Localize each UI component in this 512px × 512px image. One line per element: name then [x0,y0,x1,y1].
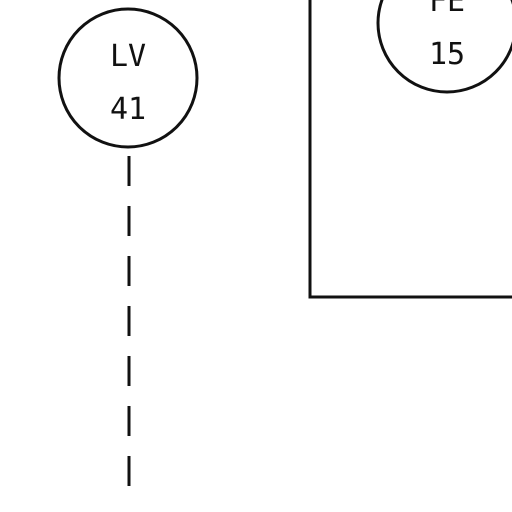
instrument-bubble-fe-15: FE 15 [376,0,512,94]
instrument-bubble-lv-41: LV 41 [57,7,199,149]
instrument-circle [57,7,199,149]
instrument-letters: FE [429,0,465,19]
instrument-circle [376,0,512,94]
instrument-number: 15 [429,37,465,72]
instrument-number: 41 [110,92,146,127]
instrument-letters: LV [110,39,146,74]
process-line [308,0,512,299]
